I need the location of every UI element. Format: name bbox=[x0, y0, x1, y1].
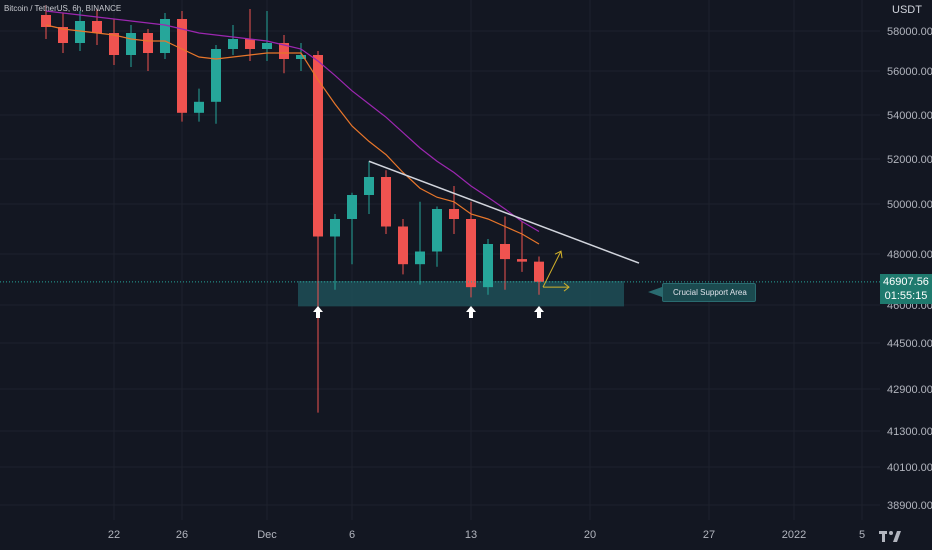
candle-body bbox=[432, 209, 442, 252]
price-tick-label: 42900.00 bbox=[887, 384, 932, 396]
currency-label[interactable]: USDT bbox=[892, 4, 922, 16]
candle-body bbox=[41, 15, 51, 27]
moving-averages bbox=[45, 10, 540, 245]
price-tick-label: 48000.00 bbox=[887, 249, 932, 261]
candle-body bbox=[364, 177, 374, 195]
candle-body bbox=[228, 39, 238, 49]
candle-body bbox=[347, 195, 357, 219]
projection-up-arrowhead bbox=[554, 250, 563, 259]
support-up-arrow-icon bbox=[466, 306, 476, 318]
price-tick-label: 52000.00 bbox=[887, 154, 932, 166]
candle-body bbox=[92, 21, 102, 33]
projection-right-arrowhead bbox=[563, 282, 570, 292]
time-tick-label: 26 bbox=[176, 529, 188, 541]
current-price-value: 46907.56 bbox=[883, 276, 929, 288]
candle-countdown: 01:55:15 bbox=[884, 290, 928, 302]
support-zone-rect bbox=[298, 281, 624, 307]
candle-body bbox=[296, 55, 306, 59]
support-zone bbox=[298, 281, 624, 307]
candle-body bbox=[262, 43, 272, 49]
price-tick-label: 50000.00 bbox=[887, 199, 932, 211]
time-tick-label: 2022 bbox=[782, 529, 806, 541]
price-tick-label: 54000.00 bbox=[887, 110, 932, 122]
support-markers bbox=[313, 306, 544, 318]
support-up-arrow-icon bbox=[534, 306, 544, 318]
current-price-badge: 46907.56 01:55:15 bbox=[880, 274, 932, 304]
candle-body bbox=[483, 244, 493, 288]
trendline bbox=[368, 160, 640, 264]
candle-body bbox=[517, 259, 527, 262]
moving-average-line bbox=[45, 10, 540, 233]
support-up-arrow-icon bbox=[313, 306, 323, 318]
tradingview-logo-icon[interactable] bbox=[878, 528, 902, 544]
support-callout[interactable]: Crucial Support Area bbox=[648, 283, 756, 302]
time-tick-label: 22 bbox=[108, 529, 120, 541]
candle-body bbox=[245, 39, 255, 49]
price-tick-label: 56000.00 bbox=[887, 66, 932, 78]
candle-body bbox=[466, 219, 476, 288]
time-tick-label: 20 bbox=[584, 529, 596, 541]
candle-body bbox=[500, 244, 510, 260]
price-tick-label: 41300.00 bbox=[887, 426, 932, 438]
projection-arrows bbox=[542, 250, 570, 292]
projection-up-arrow-icon bbox=[542, 250, 562, 288]
candle-body bbox=[75, 21, 85, 43]
candle-body bbox=[330, 219, 340, 237]
candle-body bbox=[398, 226, 408, 265]
price-tick-label: 40100.00 bbox=[887, 462, 932, 474]
candle-body bbox=[211, 49, 221, 102]
candles bbox=[41, 5, 544, 413]
time-axis[interactable]: 22 26 Dec 6 13 20 27 2022 5 bbox=[108, 529, 865, 541]
candle-body bbox=[449, 209, 459, 219]
time-tick-label: 13 bbox=[465, 529, 477, 541]
time-tick-label: 6 bbox=[349, 529, 355, 541]
price-tick-label: 44500.00 bbox=[887, 338, 932, 350]
candle-body bbox=[415, 251, 425, 265]
price-axis[interactable]: 58000.00 56000.00 54000.00 52000.00 50000.00… bbox=[887, 26, 932, 512]
candle-body bbox=[109, 33, 119, 55]
time-tick-label: 5 bbox=[859, 529, 865, 541]
candle-body bbox=[58, 27, 68, 43]
candle-body bbox=[177, 19, 187, 113]
moving-average-line bbox=[45, 24, 540, 245]
candle-body bbox=[143, 33, 153, 53]
time-tick-label: Dec bbox=[257, 529, 277, 541]
chart-title: Bitcoin / TetherUS, 6h, BINANCE bbox=[4, 4, 122, 13]
price-tick-label: 58000.00 bbox=[887, 26, 932, 38]
candle-body bbox=[194, 101, 204, 113]
time-tick-label: 27 bbox=[703, 529, 715, 541]
grid bbox=[0, 0, 880, 520]
candle-body bbox=[160, 19, 170, 53]
trendline-segment bbox=[368, 160, 640, 264]
candle-body bbox=[313, 55, 323, 237]
candle-body bbox=[279, 43, 289, 59]
candle-body bbox=[534, 261, 544, 282]
price-tick-label: 38900.00 bbox=[887, 500, 932, 512]
candle-body bbox=[126, 33, 136, 55]
candle-body bbox=[381, 177, 391, 227]
